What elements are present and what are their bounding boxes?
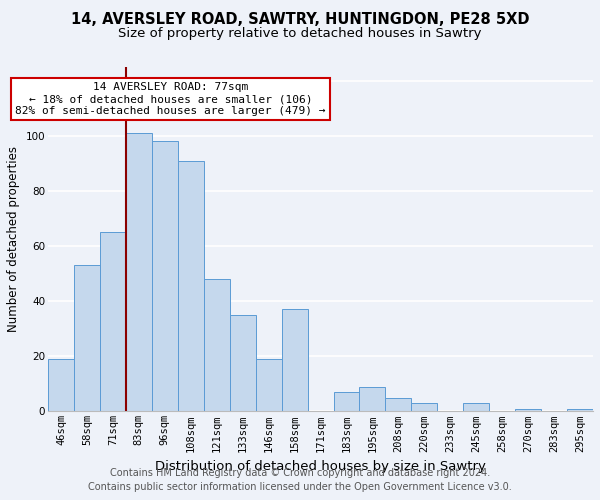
Bar (178, 160, 204, 412)
Text: Contains HM Land Registry data © Crown copyright and database right 2024.
Contai: Contains HM Land Registry data © Crown c… (88, 468, 512, 492)
Text: Size of property relative to detached houses in Sawtry: Size of property relative to detached ho… (118, 28, 482, 40)
Text: 14 AVERSLEY ROAD: 77sqm
← 18% of detached houses are smaller (106)
82% of semi-d: 14 AVERSLEY ROAD: 77sqm ← 18% of detache… (16, 82, 326, 116)
Bar (334, 392, 359, 411)
Bar (281, 310, 308, 412)
Bar (126, 133, 152, 411)
Bar (567, 408, 593, 412)
Bar (204, 279, 230, 411)
Bar (385, 398, 412, 411)
Bar (463, 403, 489, 411)
Y-axis label: Number of detached properties: Number of detached properties (7, 146, 20, 332)
Bar (100, 232, 126, 412)
Bar (256, 359, 281, 412)
Bar (412, 403, 437, 411)
Bar (48, 359, 74, 412)
Bar (515, 408, 541, 412)
X-axis label: Distribution of detached houses by size in Sawtry: Distribution of detached houses by size … (155, 460, 486, 473)
Bar (152, 142, 178, 412)
Bar (230, 315, 256, 412)
Bar (359, 386, 385, 411)
Bar (74, 266, 100, 412)
Text: 14, AVERSLEY ROAD, SAWTRY, HUNTINGDON, PE28 5XD: 14, AVERSLEY ROAD, SAWTRY, HUNTINGDON, P… (71, 12, 529, 28)
